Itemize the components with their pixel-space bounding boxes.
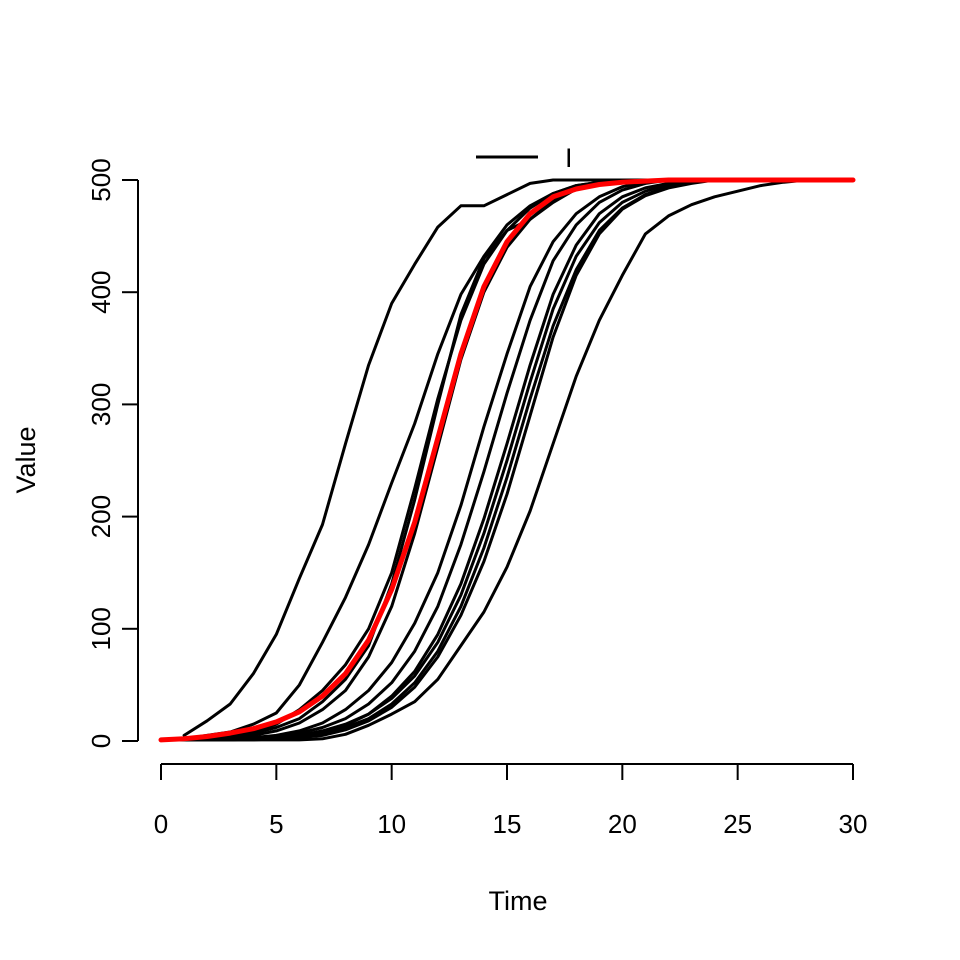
x-tick-label: 15 (493, 809, 522, 839)
series-layer (158, 177, 856, 743)
y-tick-label: 400 (86, 271, 116, 314)
y-tick-label: 200 (86, 495, 116, 538)
y-tick-label: 500 (86, 158, 116, 201)
y-tick-label: 300 (86, 383, 116, 426)
series-line-mean (158, 177, 856, 743)
x-axis: 0 5 10 15 20 25 30 (154, 763, 868, 839)
x-tick-label: 30 (839, 809, 868, 839)
x-tick-label: 25 (723, 809, 752, 839)
x-tick-label: 0 (154, 809, 168, 839)
legend: I (476, 143, 573, 173)
y-axis: 0 100 200 300 400 500 (86, 158, 139, 748)
x-axis-title: Time (489, 886, 548, 916)
legend-label: I (565, 143, 573, 173)
y-tick-label: 0 (86, 734, 116, 748)
x-tick-label: 20 (608, 809, 637, 839)
y-tick-label: 100 (86, 607, 116, 650)
x-tick-label: 5 (269, 809, 283, 839)
y-axis-title: Value (11, 426, 41, 493)
x-tick-label: 10 (377, 809, 406, 839)
